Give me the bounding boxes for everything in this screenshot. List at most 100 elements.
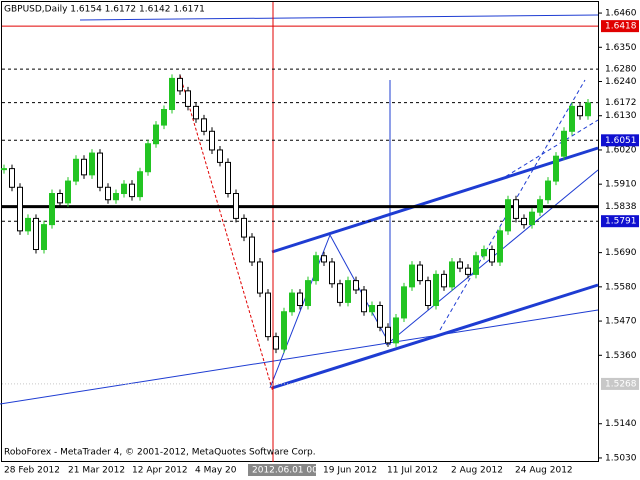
level-label-bg	[601, 377, 639, 390]
candle	[281, 311, 287, 350]
y-tick-label: 1.5030	[605, 453, 637, 463]
candle	[585, 102, 591, 117]
candle	[169, 77, 175, 111]
candle	[233, 193, 239, 219]
x-tick-label: 2 Aug 2012	[451, 466, 503, 476]
y-tick-label: 1.6350	[605, 43, 637, 53]
candle	[185, 90, 191, 107]
candle	[65, 180, 71, 204]
y-tick-label: 1.6240	[605, 77, 637, 87]
candle	[569, 105, 575, 132]
candle	[545, 180, 551, 201]
candle	[81, 158, 87, 176]
candle	[401, 286, 407, 319]
candle	[161, 109, 167, 126]
candle	[505, 199, 511, 232]
candle	[177, 77, 183, 92]
candle	[257, 261, 263, 294]
candle	[337, 283, 343, 303]
candle	[425, 280, 431, 307]
x-tick-label: 12 Apr 2012	[132, 466, 188, 476]
candle	[313, 255, 319, 282]
candle	[153, 124, 159, 145]
candle	[361, 289, 367, 313]
level-label: 1.5791	[605, 217, 637, 227]
candle	[497, 230, 503, 263]
y-tick-label: 1.6460	[605, 9, 637, 19]
candle	[217, 149, 223, 163]
candle	[209, 130, 215, 151]
x-tick-label: 4 May 20	[195, 466, 237, 476]
level-label-bg	[601, 96, 639, 109]
candle	[137, 171, 143, 198]
candle	[345, 280, 351, 303]
candle	[329, 261, 335, 285]
candle	[553, 155, 559, 182]
x-tick-label: 11 Jul 2012	[387, 466, 438, 476]
candle	[201, 118, 207, 132]
x-tick-label: 2012.06.01 00:00	[252, 466, 333, 476]
candle	[113, 193, 119, 201]
candle	[393, 317, 399, 344]
candle	[321, 255, 327, 263]
candle	[1, 168, 7, 171]
wave-line	[179, 74, 274, 393]
candle	[305, 280, 311, 307]
candle	[225, 161, 231, 195]
candle	[449, 261, 455, 288]
candle	[17, 186, 23, 232]
x-tick-label: 24 Aug 2012	[515, 466, 573, 476]
candle	[513, 199, 519, 219]
candle	[25, 217, 31, 232]
candle	[33, 217, 39, 251]
candle	[441, 273, 447, 288]
footer: RoboForex - MetaTrader 4, © 2001-2012, M…	[4, 448, 316, 458]
candle	[73, 158, 79, 182]
y-tick-label: 1.5690	[605, 248, 637, 258]
candle	[377, 305, 383, 328]
candle	[121, 183, 127, 195]
level-label-bg	[601, 215, 639, 228]
candle	[129, 183, 135, 198]
candle	[145, 143, 151, 173]
candle	[9, 168, 15, 188]
plot-frame	[1, 1, 599, 462]
candle	[521, 217, 527, 226]
candle	[481, 249, 487, 257]
candle	[49, 193, 55, 226]
candle	[537, 199, 543, 213]
y-tick-label: 1.5910	[605, 180, 637, 190]
candle	[465, 267, 471, 275]
y-tick-label: 1.6020	[605, 145, 637, 155]
level-label: 1.6051	[605, 136, 637, 146]
candle	[241, 217, 247, 238]
candle	[105, 186, 111, 201]
level-label: 1.6418	[605, 22, 637, 32]
analysis-lines	[0, 14, 599, 405]
chart-title: GBPUSD,Daily 1.6154 1.6172 1.6142 1.6171	[4, 5, 205, 15]
level-label: 1.5838	[605, 202, 637, 212]
candle	[473, 255, 479, 275]
candle	[369, 305, 375, 313]
level-label-bg	[601, 20, 639, 33]
candle	[489, 249, 495, 263]
y-tick-label: 1.6130	[605, 111, 637, 121]
y-tick-label: 1.5470	[605, 317, 637, 327]
level-label-bg	[601, 134, 639, 147]
candle	[297, 292, 303, 307]
candle	[417, 264, 423, 282]
candle	[273, 336, 279, 350]
candle	[289, 292, 295, 313]
candle	[265, 292, 271, 338]
level-label: 1.5268	[605, 379, 637, 389]
candle	[41, 224, 47, 251]
candle	[577, 105, 583, 117]
x-tick-label: 21 Mar 2012	[68, 466, 125, 476]
x-tick-label: 28 Feb 2012	[4, 466, 60, 476]
candle	[353, 280, 359, 291]
candle	[89, 152, 95, 176]
x-tick-label: 19 Jun 2012	[323, 466, 377, 476]
level-label-bg	[601, 63, 639, 76]
level-label: 1.6280	[605, 65, 637, 75]
